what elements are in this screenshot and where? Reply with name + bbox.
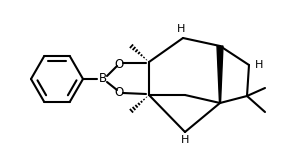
Text: O: O xyxy=(114,58,124,70)
Polygon shape xyxy=(217,46,223,103)
Text: B: B xyxy=(99,73,107,85)
Text: O: O xyxy=(114,85,124,98)
Text: H: H xyxy=(177,24,185,34)
Text: H: H xyxy=(255,60,263,70)
Text: H: H xyxy=(181,135,189,145)
